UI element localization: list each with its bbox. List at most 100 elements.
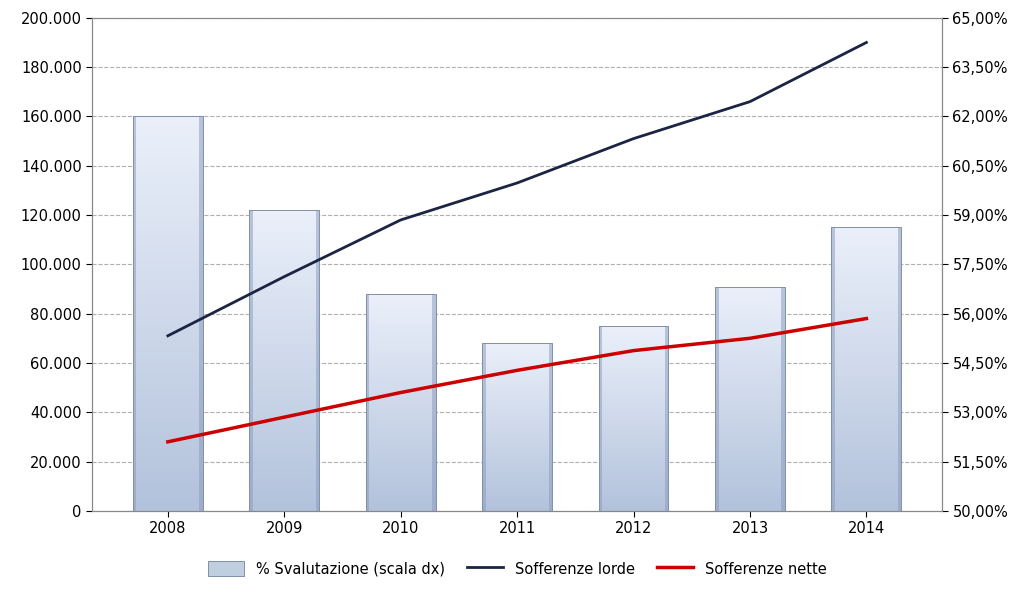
Bar bbox=[715, 444, 785, 446]
Bar bbox=[831, 355, 901, 358]
Bar bbox=[599, 363, 669, 365]
Bar bbox=[715, 334, 785, 337]
Bar bbox=[715, 472, 785, 475]
Bar bbox=[249, 421, 319, 424]
Bar bbox=[249, 270, 319, 274]
Bar bbox=[482, 364, 552, 366]
Bar bbox=[133, 476, 203, 481]
Bar bbox=[482, 500, 552, 503]
Bar bbox=[249, 454, 319, 458]
Bar bbox=[249, 296, 319, 301]
Bar bbox=[599, 345, 669, 347]
Bar bbox=[482, 469, 552, 471]
Bar bbox=[249, 251, 319, 255]
Bar bbox=[831, 309, 901, 312]
Bar bbox=[249, 383, 319, 387]
Bar bbox=[249, 346, 319, 349]
Bar bbox=[599, 412, 669, 414]
Bar bbox=[831, 305, 901, 309]
Bar bbox=[249, 406, 319, 409]
Bar bbox=[366, 302, 435, 305]
Bar bbox=[366, 321, 435, 324]
Bar bbox=[366, 448, 435, 451]
Bar bbox=[482, 349, 552, 352]
Bar bbox=[831, 497, 901, 500]
Bar bbox=[831, 273, 901, 277]
Bar bbox=[482, 425, 552, 427]
Bar bbox=[599, 430, 669, 432]
Bar bbox=[715, 480, 785, 483]
Bar bbox=[249, 496, 319, 500]
Bar bbox=[482, 488, 552, 490]
Bar bbox=[599, 393, 669, 395]
Bar bbox=[133, 333, 203, 339]
Bar bbox=[831, 390, 901, 394]
Bar bbox=[366, 419, 435, 421]
Bar bbox=[366, 405, 435, 408]
Bar bbox=[482, 478, 552, 479]
Bar bbox=[249, 387, 319, 390]
Bar bbox=[715, 331, 785, 334]
Bar bbox=[715, 328, 785, 331]
Bar bbox=[249, 278, 319, 282]
Bar bbox=[133, 225, 203, 230]
Bar bbox=[249, 330, 319, 334]
Bar bbox=[599, 501, 669, 504]
Bar bbox=[831, 259, 901, 263]
Bar bbox=[249, 485, 319, 488]
Bar bbox=[249, 240, 319, 244]
Bar bbox=[133, 348, 203, 353]
Bar bbox=[366, 473, 435, 476]
Bar bbox=[831, 433, 901, 437]
Bar bbox=[831, 252, 901, 255]
Bar bbox=[133, 387, 203, 393]
Bar bbox=[715, 429, 785, 432]
Bar bbox=[482, 343, 552, 345]
Bar bbox=[249, 244, 319, 248]
Bar bbox=[599, 397, 669, 400]
Bar bbox=[133, 462, 203, 466]
Bar bbox=[715, 415, 785, 418]
Bar bbox=[133, 127, 203, 131]
Bar bbox=[599, 435, 669, 437]
Bar bbox=[133, 284, 203, 289]
Bar bbox=[482, 345, 552, 347]
Bar bbox=[599, 358, 669, 361]
Bar bbox=[482, 356, 552, 358]
Bar bbox=[715, 491, 785, 494]
Bar bbox=[831, 270, 901, 273]
Bar bbox=[133, 299, 203, 304]
Bar bbox=[599, 485, 669, 488]
Bar bbox=[366, 353, 435, 356]
Bar bbox=[482, 490, 552, 492]
Bar bbox=[133, 466, 203, 472]
Bar bbox=[133, 235, 203, 239]
Bar bbox=[249, 379, 319, 383]
Bar bbox=[366, 296, 435, 299]
Bar bbox=[482, 368, 552, 371]
Bar bbox=[665, 326, 669, 511]
Bar bbox=[715, 407, 785, 410]
Bar bbox=[715, 385, 785, 387]
Bar bbox=[249, 304, 319, 308]
Bar bbox=[831, 327, 901, 330]
Bar bbox=[831, 249, 901, 252]
Bar bbox=[133, 269, 203, 274]
Bar bbox=[482, 448, 552, 450]
Bar bbox=[249, 263, 319, 267]
Bar bbox=[831, 316, 901, 320]
Bar bbox=[831, 419, 901, 422]
Bar bbox=[831, 235, 901, 238]
Bar bbox=[482, 398, 552, 400]
Bar bbox=[715, 309, 785, 312]
Bar bbox=[249, 315, 319, 319]
Bar bbox=[249, 357, 319, 361]
Bar bbox=[366, 324, 435, 327]
Bar bbox=[133, 239, 203, 245]
Bar bbox=[715, 486, 785, 488]
Bar bbox=[366, 397, 435, 400]
Bar bbox=[366, 446, 435, 448]
Bar bbox=[599, 365, 669, 368]
Bar bbox=[715, 289, 785, 292]
Bar bbox=[482, 352, 552, 353]
